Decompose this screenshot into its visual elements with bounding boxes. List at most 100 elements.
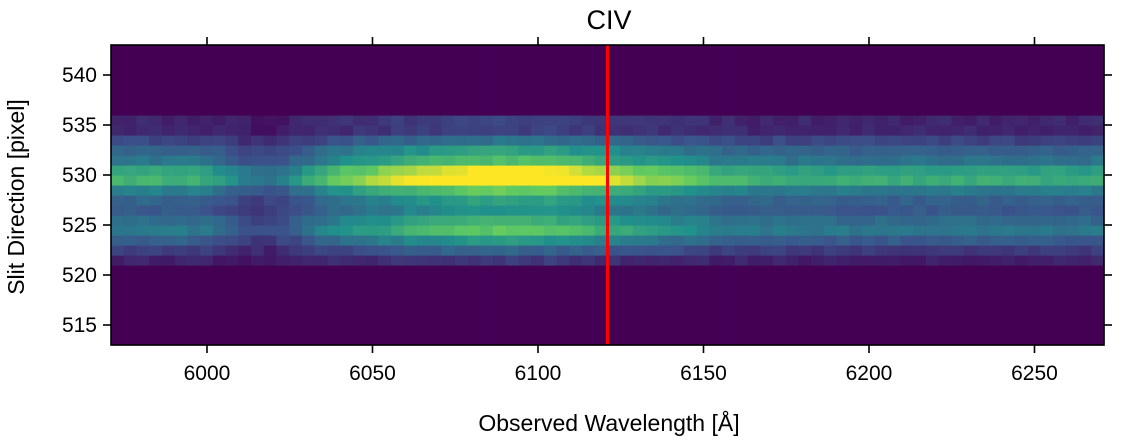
heatmap-cell	[582, 225, 596, 236]
heatmap-cell	[454, 165, 469, 176]
heatmap-cell	[442, 155, 456, 166]
heatmap-cell	[798, 275, 812, 286]
heatmap-cell	[161, 275, 176, 286]
heatmap-cell	[773, 255, 787, 266]
heatmap-cell	[798, 205, 812, 216]
heatmap-cell	[174, 75, 188, 86]
heatmap-cell	[874, 115, 889, 126]
heatmap-cell	[862, 105, 876, 116]
heatmap-cell	[403, 235, 418, 246]
heatmap-cell	[212, 245, 227, 256]
heatmap-cell	[1027, 165, 1041, 176]
heatmap-cell	[900, 85, 914, 96]
heatmap-cell	[1040, 165, 1054, 176]
heatmap-cell	[492, 165, 507, 176]
heatmap-cell	[111, 255, 125, 266]
heatmap-cell	[263, 185, 278, 196]
heatmap-cell	[734, 205, 749, 216]
heatmap-cell	[823, 195, 838, 206]
heatmap-cell	[747, 45, 761, 56]
heatmap-cell	[607, 135, 621, 146]
heatmap-cell	[849, 115, 863, 126]
heatmap-cell	[454, 205, 469, 216]
heatmap-cell	[480, 135, 494, 146]
heatmap-cell	[874, 65, 889, 76]
heatmap-cell	[760, 305, 774, 316]
heatmap-cell	[836, 205, 850, 216]
heatmap-cell	[289, 295, 303, 306]
heatmap-cell	[862, 155, 876, 166]
heatmap-cell	[416, 225, 430, 236]
heatmap-cell	[111, 145, 125, 156]
heatmap-cell	[747, 105, 761, 116]
heatmap-cell	[161, 265, 176, 276]
heatmap-cell	[582, 255, 596, 266]
heatmap-cell	[989, 235, 1003, 246]
heatmap-cell	[378, 175, 392, 186]
heatmap-cell	[951, 145, 965, 156]
heatmap-cell	[505, 285, 519, 296]
heatmap-cell	[645, 65, 660, 76]
heatmap-cell	[773, 335, 787, 346]
heatmap-cell	[187, 255, 201, 266]
heatmap-cell	[938, 235, 952, 246]
heatmap-cell	[391, 245, 405, 256]
heatmap-cell	[492, 155, 507, 166]
heatmap-cell	[378, 65, 392, 76]
heatmap-cell	[683, 105, 698, 116]
heatmap-cell	[874, 305, 889, 316]
heatmap-cell	[340, 235, 354, 246]
heatmap-cell	[365, 155, 379, 166]
heatmap-cell	[518, 145, 532, 156]
heatmap-cell	[378, 75, 392, 86]
heatmap-cell	[963, 295, 978, 306]
heatmap-cell	[429, 195, 443, 206]
heatmap-cell	[594, 175, 609, 186]
heatmap-cell	[963, 225, 978, 236]
heatmap-cell	[747, 115, 761, 126]
heatmap-cell	[161, 195, 176, 206]
heatmap-cell	[620, 165, 634, 176]
heatmap-cell	[340, 75, 354, 86]
heatmap-cell	[111, 295, 125, 306]
heatmap-cell	[467, 65, 481, 76]
heatmap-cell	[416, 55, 430, 66]
heatmap-cell	[836, 65, 850, 76]
heatmap-cell	[1027, 145, 1041, 156]
heatmap-cell	[251, 335, 265, 346]
heatmap-cell	[403, 145, 418, 156]
heatmap-cell	[683, 305, 698, 316]
heatmap-cell	[811, 255, 825, 266]
heatmap-cell	[225, 265, 239, 276]
heatmap-cell	[391, 55, 405, 66]
heatmap-cell	[429, 245, 443, 256]
heatmap-cell	[747, 195, 761, 206]
heatmap-cell	[976, 185, 991, 196]
heatmap-cell	[212, 135, 227, 146]
heatmap-cell	[747, 245, 761, 256]
heatmap-cell	[1065, 275, 1080, 286]
heatmap-cell	[938, 205, 952, 216]
heatmap-cell	[454, 65, 469, 76]
heatmap-cell	[161, 95, 176, 106]
heatmap-cell	[963, 255, 978, 266]
heatmap-cell	[658, 115, 672, 126]
heatmap-cell	[518, 245, 532, 256]
heatmap-cell	[416, 275, 430, 286]
heatmap-cell	[391, 325, 405, 336]
heatmap-cell	[251, 275, 265, 286]
heatmap-cell	[1002, 115, 1016, 126]
heatmap-cell	[594, 95, 609, 106]
heatmap-cell	[734, 265, 749, 276]
heatmap-cell	[836, 215, 850, 226]
heatmap-cell	[683, 335, 698, 346]
heatmap-cell	[1027, 315, 1041, 326]
heatmap-cell	[963, 155, 978, 166]
heatmap-cell	[1065, 125, 1080, 136]
heatmap-cell	[340, 335, 354, 346]
heatmap-cell	[963, 215, 978, 226]
heatmap-cell	[849, 185, 863, 196]
heatmap-cell	[505, 295, 519, 306]
heatmap-cell	[251, 325, 265, 336]
heatmap-cell	[1002, 65, 1016, 76]
